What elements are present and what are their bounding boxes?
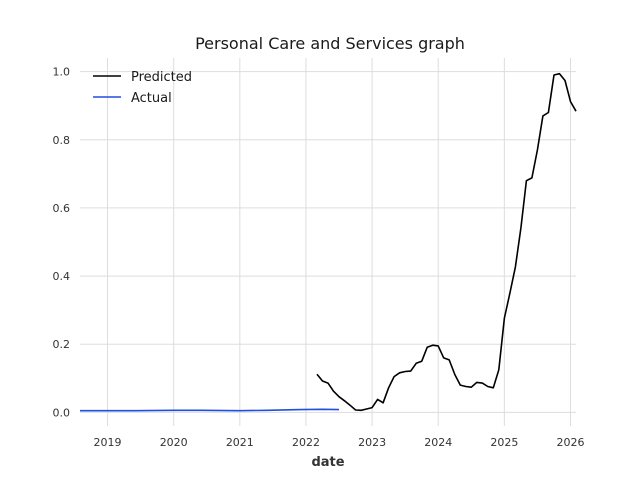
legend-label-predicted: Predicted (131, 70, 192, 85)
legend-label-actual: Actual (131, 91, 172, 106)
chart-title: Personal Care and Services graph (195, 34, 465, 53)
tick-labels: 2019 2020 2021 2022 2023 2024 2025 2026 0.0 0.2 0.… (53, 66, 585, 449)
y-tick-label: 0.2 (53, 338, 71, 351)
x-axis-label: date (311, 455, 344, 470)
legend: Predicted Actual (93, 70, 192, 106)
y-tick-label: 0.0 (53, 406, 71, 419)
x-tick-label: 2026 (556, 436, 584, 449)
x-tick-label: 2022 (292, 436, 320, 449)
x-tick-label: 2019 (94, 436, 122, 449)
series-line-predicted (316, 72, 577, 412)
y-tick-label: 0.6 (53, 202, 71, 215)
x-tick-label: 2023 (358, 436, 386, 449)
x-tick-label: 2020 (160, 436, 188, 449)
y-tick-label: 0.8 (53, 134, 71, 147)
series-lines (80, 72, 577, 412)
series-line-actual (80, 408, 340, 412)
y-tick-label: 0.4 (53, 270, 71, 283)
y-tick-label: 1.0 (53, 66, 71, 79)
x-tick-label: 2021 (226, 436, 254, 449)
x-tick-label: 2024 (424, 436, 452, 449)
grid (80, 58, 576, 426)
x-tick-label: 2025 (490, 436, 518, 449)
